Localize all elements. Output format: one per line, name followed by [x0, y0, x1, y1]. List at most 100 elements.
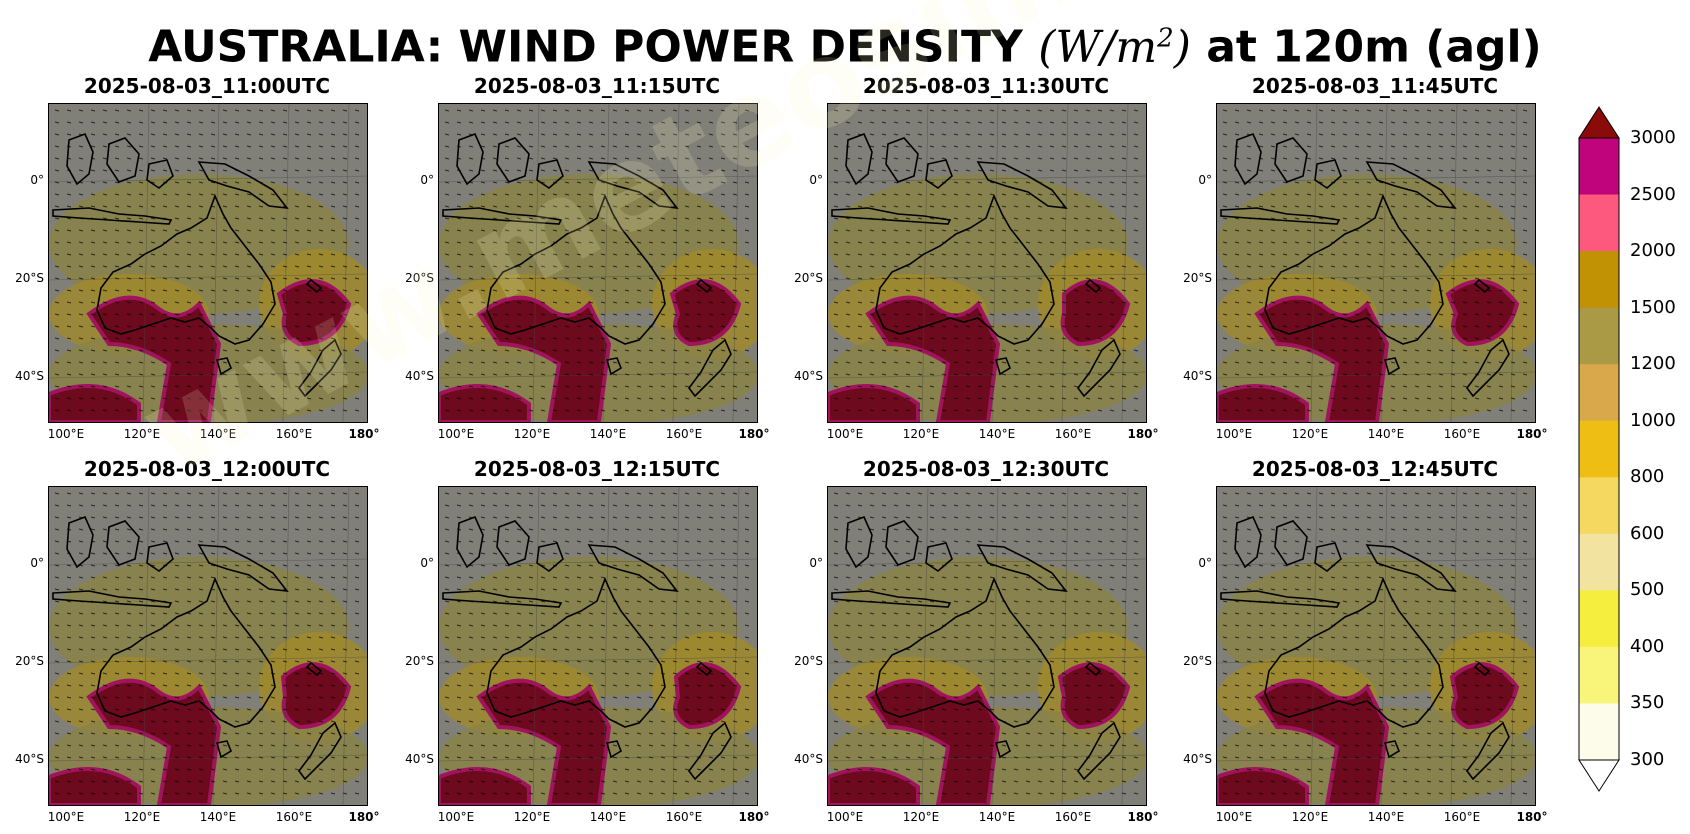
- latitude-tick-label: 0°: [30, 556, 44, 570]
- longitude-tick-label: 100°E: [437, 810, 475, 824]
- latitude-tick-label: 20°S: [1183, 654, 1212, 668]
- latitude-tick-label: 40°S: [794, 752, 823, 766]
- latitude-tick-label: 40°S: [405, 752, 434, 766]
- latitude-tick-label: 0°: [1198, 173, 1212, 187]
- panel-title: 2025-08-03_11:30UTC: [862, 74, 1110, 98]
- latitude-tick-label: 0°: [809, 173, 823, 187]
- longitude-tick-label: 160°E: [1443, 810, 1481, 824]
- colorbar-tick-label: 2000: [1630, 240, 1676, 262]
- longitude-tick-label: 120°E: [123, 810, 161, 824]
- longitude-tick-label: 120°E: [902, 427, 940, 441]
- longitude-tick-label: 140°E: [1367, 810, 1405, 824]
- latitude-tick-label: 40°S: [15, 752, 44, 766]
- panel-title: 2025-08-03_11:15UTC: [473, 74, 721, 98]
- wind-power-map: [827, 103, 1147, 423]
- longitude-tick-label: 180°: [1127, 810, 1159, 824]
- colorbar-band: [1579, 703, 1619, 761]
- colorbar-band: [1579, 364, 1619, 422]
- latitude-tick-label: 0°: [420, 556, 434, 570]
- wind-power-map: [827, 486, 1147, 806]
- colorbar-band: [1579, 590, 1619, 648]
- colorbar-tick-label: 500: [1630, 579, 1665, 601]
- latitude-tick-label: 40°S: [794, 369, 823, 383]
- longitude-tick-label: 180°: [738, 810, 770, 824]
- colorbar-band: [1579, 194, 1619, 252]
- longitude-tick-label: 160°E: [275, 427, 313, 441]
- longitude-tick-label: 160°E: [1443, 427, 1481, 441]
- longitude-tick-label: 180°: [1516, 427, 1548, 441]
- latitude-tick-label: 40°S: [405, 369, 434, 383]
- unit-m: m: [1115, 21, 1158, 73]
- longitude-tick-label: 160°E: [665, 427, 703, 441]
- latitude-tick-label: 20°S: [15, 654, 44, 668]
- longitude-tick-label: 120°E: [123, 427, 161, 441]
- latitude-tick-label: 20°S: [794, 654, 823, 668]
- wind-power-map: [48, 486, 368, 806]
- colorbar-band: [1579, 420, 1619, 478]
- longitude-tick-label: 100°E: [437, 427, 475, 441]
- panel-title: 2025-08-03_12:45UTC: [1251, 457, 1499, 481]
- latitude-tick-label: 20°S: [15, 271, 44, 285]
- panel-title: 2025-08-03_11:45UTC: [1251, 74, 1499, 98]
- colorbar-band: [1579, 307, 1619, 365]
- colorbar-tick-label: 1000: [1630, 409, 1676, 431]
- longitude-tick-label: 100°E: [1215, 810, 1253, 824]
- latitude-tick-label: 20°S: [1183, 271, 1212, 285]
- colorbar-tick-label: 300: [1630, 749, 1665, 770]
- latitude-tick-label: 40°S: [15, 369, 44, 383]
- longitude-tick-label: 180°: [348, 810, 380, 824]
- panel-title: 2025-08-03_12:30UTC: [862, 457, 1110, 481]
- colorbar-over-triangle: [1578, 106, 1620, 139]
- longitude-tick-label: 180°: [348, 427, 380, 441]
- longitude-tick-label: 100°E: [826, 810, 864, 824]
- colorbar-tick-label: 400: [1630, 635, 1665, 657]
- colorbar-band: [1579, 477, 1619, 535]
- longitude-tick-label: 100°E: [47, 810, 85, 824]
- wind-power-map: [438, 103, 758, 423]
- colorbar-band: [1579, 138, 1619, 196]
- latitude-tick-label: 0°: [420, 173, 434, 187]
- longitude-tick-label: 160°E: [665, 810, 703, 824]
- longitude-tick-label: 180°: [738, 427, 770, 441]
- wind-power-map: [438, 486, 758, 806]
- longitude-tick-label: 100°E: [47, 427, 85, 441]
- colorbar-band: [1579, 646, 1619, 704]
- colorbar-tick-label: 3000: [1630, 127, 1676, 148]
- unit-exponent: 2: [1157, 23, 1174, 53]
- panel-title: 2025-08-03_12:00UTC: [83, 457, 331, 481]
- latitude-tick-label: 40°S: [1183, 752, 1212, 766]
- latitude-tick-label: 20°S: [405, 271, 434, 285]
- longitude-tick-label: 120°E: [902, 810, 940, 824]
- longitude-tick-label: 140°E: [978, 427, 1016, 441]
- longitude-tick-label: 160°E: [275, 810, 313, 824]
- figure-title: AUSTRALIA: WIND POWER DENSITY (W/m2) at …: [0, 12, 1690, 74]
- latitude-tick-label: 0°: [1198, 556, 1212, 570]
- latitude-tick-label: 0°: [809, 556, 823, 570]
- colorbar-band: [1579, 251, 1619, 309]
- wind-power-map: [1216, 103, 1536, 423]
- colorbar-tick-label: 1500: [1630, 296, 1676, 318]
- title-unit: (W/m2): [1038, 21, 1191, 73]
- colorbar-tick-label: 2500: [1630, 183, 1676, 205]
- colorbar: [1578, 106, 1620, 792]
- wind-power-map: [48, 103, 368, 423]
- panel-title: 2025-08-03_11:00UTC: [83, 74, 331, 98]
- longitude-tick-label: 180°: [1127, 427, 1159, 441]
- longitude-tick-label: 180°: [1516, 810, 1548, 824]
- colorbar-tick-label: 350: [1630, 692, 1665, 714]
- latitude-tick-label: 0°: [30, 173, 44, 187]
- panel-title: 2025-08-03_12:15UTC: [473, 457, 721, 481]
- colorbar-band: [1579, 533, 1619, 591]
- longitude-tick-label: 140°E: [978, 810, 1016, 824]
- colorbar-under-triangle: [1578, 759, 1620, 792]
- longitude-tick-label: 140°E: [589, 810, 627, 824]
- longitude-tick-label: 120°E: [1291, 810, 1329, 824]
- colorbar-tick-label: 600: [1630, 522, 1665, 544]
- latitude-tick-label: 40°S: [1183, 369, 1212, 383]
- longitude-tick-label: 100°E: [1215, 427, 1253, 441]
- longitude-tick-label: 140°E: [589, 427, 627, 441]
- longitude-tick-label: 160°E: [1054, 810, 1092, 824]
- longitude-tick-label: 140°E: [199, 427, 237, 441]
- latitude-tick-label: 20°S: [405, 654, 434, 668]
- title-prefix: AUSTRALIA: WIND POWER DENSITY: [148, 21, 1039, 73]
